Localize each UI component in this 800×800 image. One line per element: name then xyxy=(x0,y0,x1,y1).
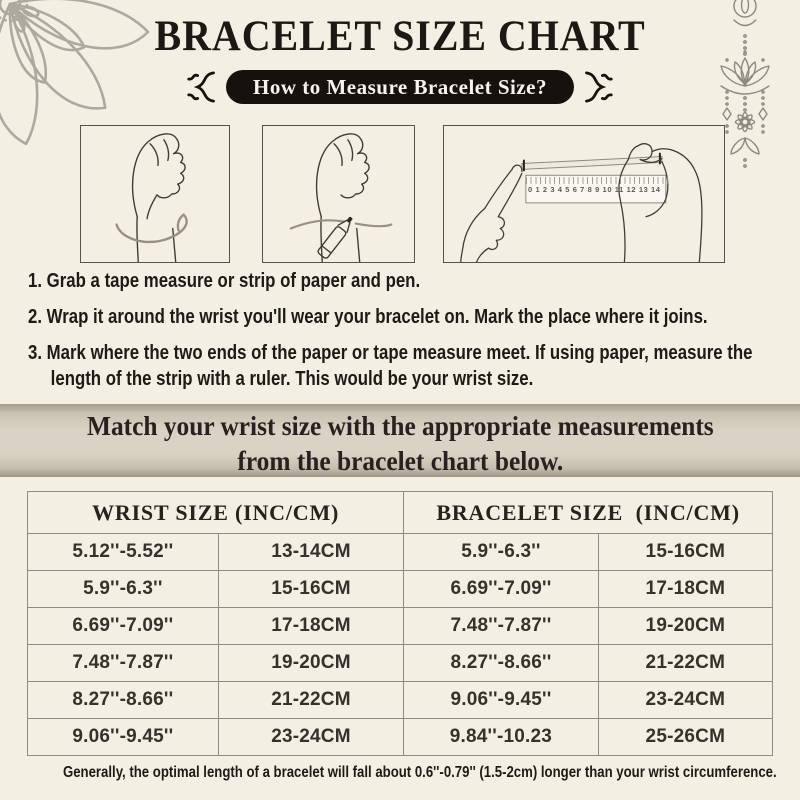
table-row: 6.69''-7.09'' 17-18CM 7.48''-7.87'' 19-2… xyxy=(27,607,774,645)
how-to-header: How to Measure Bracelet Size? xyxy=(0,68,800,106)
size-table: WRIST SIZE (INC/CM) BRACELET SIZE (INC/C… xyxy=(26,491,774,756)
figure-mark-wrist-with-pen xyxy=(262,125,415,263)
bracelet-inches: 9.84''-10.23 xyxy=(403,718,599,756)
page-title: BRACELET SIZE CHART xyxy=(154,13,646,60)
header-bracelet-size: BRACELET SIZE (INC/CM) xyxy=(403,491,773,534)
bracelet-cm: 19-20CM xyxy=(597,607,774,645)
hands-ruler-icon xyxy=(460,143,703,262)
wrist-inches: 5.12''-5.52'' xyxy=(27,533,219,571)
bracelet-inches: 8.27''-8.66'' xyxy=(403,644,599,682)
ruler-ticks xyxy=(526,177,668,184)
wrist-inches: 7.48''-7.87'' xyxy=(27,644,219,682)
wrist-cm: 17-18CM xyxy=(217,607,405,645)
table-row: 5.12''-5.52'' 13-14CM 5.9''-6.3'' 15-16C… xyxy=(27,533,774,571)
ruler-numbers: 0 1 2 3 4 5 6 7 8 9 10 11 12 13 14 xyxy=(528,185,661,194)
bracelet-cm: 21-22CM xyxy=(597,644,774,682)
figure-tape-around-wrist xyxy=(80,125,230,263)
banner-line-2: from the bracelet chart below. xyxy=(237,446,563,476)
left-squiggle-icon xyxy=(187,71,215,103)
bracelet-inches: 6.69''-7.09'' xyxy=(403,570,599,608)
bracelet-cm: 15-16CM xyxy=(597,533,774,571)
match-size-banner: Match your wrist size with the appropria… xyxy=(0,404,800,477)
hand-with-pen-icon xyxy=(289,133,393,262)
bracelet-cm: 25-26CM xyxy=(597,718,774,756)
measure-steps-list: 1. Grab a tape measure or strip of paper… xyxy=(28,269,800,403)
wrist-cm: 15-16CM xyxy=(217,570,405,608)
table-row: 8.27''-8.66'' 21-22CM 9.06''-9.45'' 23-2… xyxy=(27,681,774,719)
footer-note: Generally, the optimal length of a brace… xyxy=(62,764,777,781)
step-1: 1. Grab a tape measure or strip of paper… xyxy=(28,270,421,292)
table-row: 5.9''-6.3'' 15-16CM 6.69''-7.09'' 17-18C… xyxy=(27,570,774,608)
bracelet-cm: 17-18CM xyxy=(597,570,774,608)
bracelet-cm: 23-24CM xyxy=(597,681,774,719)
wrist-cm: 19-20CM xyxy=(217,644,405,682)
bracelet-inches: 5.9''-6.3'' xyxy=(403,533,599,571)
wrist-cm: 21-22CM xyxy=(217,681,405,719)
wrist-inches: 9.06''-9.45'' xyxy=(27,718,219,756)
table-row: 9.06''-9.45'' 23-24CM 9.84''-10.23 25-26… xyxy=(27,718,774,756)
banner-line-1: Match your wrist size with the appropria… xyxy=(86,411,714,441)
right-squiggle-icon xyxy=(585,71,613,103)
wrist-inches: 6.69''-7.09'' xyxy=(27,607,219,645)
wrist-cm: 13-14CM xyxy=(217,533,405,571)
bracelet-inches: 7.48''-7.87'' xyxy=(403,607,599,645)
footer: Generally, the optimal length of a brace… xyxy=(0,764,800,782)
table-header-row: WRIST SIZE (INC/CM) BRACELET SIZE (INC/C… xyxy=(26,491,773,534)
wrist-inches: 8.27''-8.66'' xyxy=(27,681,219,719)
wrist-cm: 23-24CM xyxy=(217,718,405,756)
figure-measure-strip-with-ruler: 0 1 2 3 4 5 6 7 8 9 10 11 12 13 14 xyxy=(443,125,725,263)
step-3: 3. Mark where the two ends of the paper … xyxy=(28,342,753,390)
how-to-measure-button[interactable]: How to Measure Bracelet Size? xyxy=(225,70,575,104)
hand-with-tape-icon xyxy=(115,133,188,262)
how-to-measure-label: How to Measure Bracelet Size? xyxy=(252,74,548,99)
wrist-inches: 5.9''-6.3'' xyxy=(27,570,219,608)
bracelet-inches: 9.06''-9.45'' xyxy=(403,681,599,719)
step-2: 2. Wrap it around the wrist you'll wear … xyxy=(28,306,708,329)
header-wrist-size: WRIST SIZE (INC/CM) xyxy=(26,491,405,534)
table-row: 7.48''-7.87'' 19-20CM 8.27''-8.66'' 21-2… xyxy=(27,644,774,682)
hanging-lotus-ornament-icon xyxy=(720,0,770,168)
corner-mandala-flower-icon xyxy=(0,0,150,146)
